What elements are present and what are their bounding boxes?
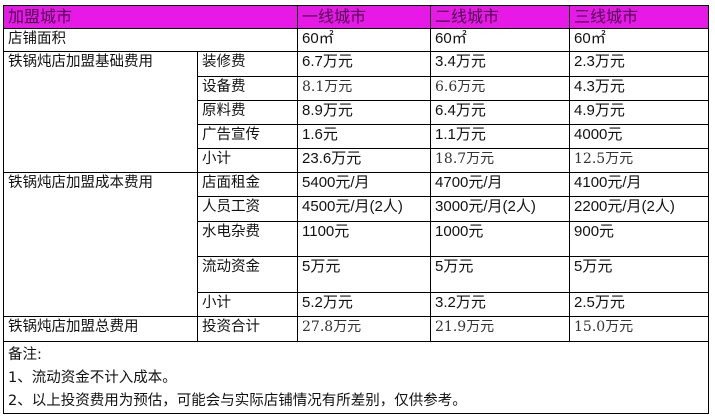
cell: 2.5万元 (569, 292, 710, 317)
cell: 8.1万元 (297, 76, 432, 101)
cell: 4.9万元 (569, 100, 710, 125)
notes-row: 备注: 1、流动资金不计入成本。 2、以上投资费用为预估，可能会与实际店铺情况有… (2, 341, 710, 414)
item-label: 人员工资 (196, 196, 299, 222)
table-row: 小计 5.2万元 3.2万元 2.5万元 (4, 292, 710, 317)
cell: 900元 (569, 221, 710, 257)
cell: 5万元 (297, 256, 432, 293)
item-label: 小计 (196, 148, 299, 173)
cell: 18.7万元 (430, 148, 571, 173)
cell: 60㎡ (297, 28, 432, 52)
item-label: 水电杂费 (196, 221, 299, 257)
table-row: 小计 23.6万元 18.7万元 12.5万元 (4, 148, 710, 173)
cell: 4500元/月(2人) (297, 196, 432, 222)
table-row: 铁锅炖店加盟基础费用 装修费 6.7万元 3.4万元 2.3万元 (3, 51, 710, 173)
item-label: 小计 (196, 292, 299, 317)
cell: 4100元/月 (569, 172, 710, 197)
header-tier2: 二线城市 (430, 5, 571, 29)
cell: 5万元 (569, 256, 710, 293)
area-label: 店铺面积 (2, 28, 299, 52)
cell: 4000元 (569, 124, 710, 149)
item-label: 店面租金 (196, 172, 299, 197)
cell: 5.2万元 (297, 292, 432, 317)
cell: 60㎡ (430, 28, 571, 52)
cell: 15.0万元 (569, 316, 710, 342)
cell: 1000元 (430, 221, 571, 257)
table-row: 水电杂费 1100元 1000元 900元 (4, 221, 710, 257)
table-row: 广告宣传 1.6元 1.1万元 4000元 (4, 124, 710, 149)
table-row: 流动资金 5万元 5万元 5万元 (4, 256, 710, 293)
table-row: 原料费 8.9万元 6.4万元 4.9万元 (4, 100, 710, 125)
total-group-label: 铁锅炖店加盟总费用 (3, 316, 198, 342)
cell: 5万元 (430, 256, 571, 293)
cell: 23.6万元 (297, 148, 432, 173)
cell: 1.6元 (297, 124, 432, 149)
cell: 3.4万元 (430, 51, 571, 77)
item-label: 投资合计 (196, 316, 299, 342)
cell: 3.2万元 (430, 292, 571, 317)
notes-title: 备注: (8, 347, 42, 363)
base-group-label: 铁锅炖店加盟基础费用 (3, 51, 198, 173)
notes: 备注: 1、流动资金不计入成本。 2、以上投资费用为预估，可能会与实际店铺情况有… (2, 341, 710, 414)
item-label: 流动资金 (196, 256, 299, 293)
header-tier3: 三线城市 (569, 5, 710, 29)
header-row: 加盟城市 一线城市 二线城市 三线城市 (2, 5, 710, 29)
header-tier1: 一线城市 (297, 5, 432, 29)
cell: 27.8万元 (297, 316, 432, 342)
table-row: 设备费 8.1万元 6.6万元 4.3万元 (4, 76, 710, 101)
cell: 6.7万元 (297, 51, 432, 77)
cell: 12.5万元 (569, 148, 710, 173)
item-label: 装修费 (196, 51, 299, 77)
cell: 3000元/月(2人) (430, 196, 571, 222)
table-row: 铁锅炖店加盟总费用 投资合计 27.8万元 21.9万元 15.0万元 (3, 316, 710, 342)
cell: 6.4万元 (430, 100, 571, 125)
cell: 8.9万元 (297, 100, 432, 125)
cell: 4.3万元 (569, 76, 710, 101)
cell: 60㎡ (569, 28, 710, 52)
franchise-cost-table: 加盟城市 一线城市 二线城市 三线城市 店铺面积 60㎡ 60㎡ 60㎡ 铁锅炖… (2, 5, 710, 414)
cost-group-label: 铁锅炖店加盟成本费用 (3, 172, 198, 317)
item-label: 广告宣传 (196, 124, 299, 149)
table-row: 铁锅炖店加盟成本费用 店面租金 5400元/月 4700元/月 4100元/月 (3, 172, 710, 317)
note-2: 2、以上投资费用为预估，可能会与实际店铺情况有所差别，仅供参考。 (8, 393, 467, 409)
cell: 2.3万元 (569, 51, 710, 77)
header-city: 加盟城市 (2, 5, 299, 29)
cell: 1.1万元 (430, 124, 571, 149)
cell: 1100元 (297, 221, 432, 257)
table-row: 店铺面积 60㎡ 60㎡ 60㎡ (2, 28, 710, 52)
item-label: 原料费 (196, 100, 299, 125)
cell: 2200元/月(2人) (569, 196, 710, 222)
cell: 4700元/月 (430, 172, 571, 197)
cell: 21.9万元 (430, 316, 571, 342)
note-1: 1、流动资金不计入成本。 (8, 370, 177, 386)
table-row: 人员工资 4500元/月(2人) 3000元/月(2人) 2200元/月(2人) (4, 196, 710, 222)
item-label: 设备费 (196, 76, 299, 101)
cell: 5400元/月 (297, 172, 432, 197)
cell: 6.6万元 (430, 76, 571, 101)
